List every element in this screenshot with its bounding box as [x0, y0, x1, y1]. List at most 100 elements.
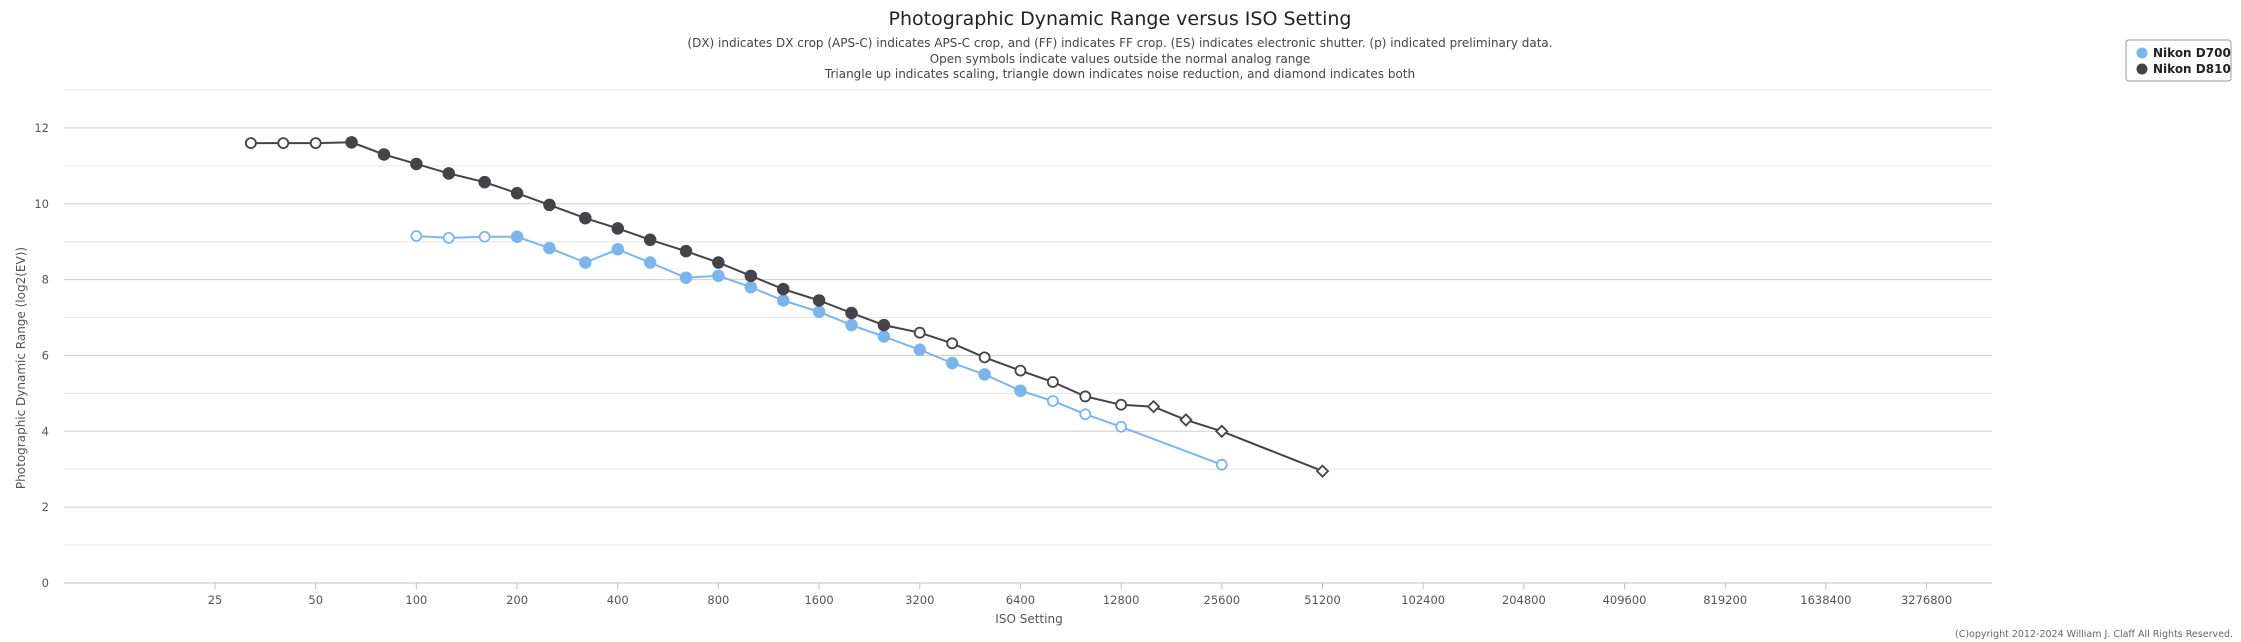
series-nikon-d810: [244, 136, 1330, 478]
data-point: [643, 256, 657, 269]
copyright-credit: (C)opyright 2012-2024 William J. Claff A…: [1955, 629, 2233, 640]
data-point: [579, 211, 592, 225]
x-tick-label: 3276800: [1901, 593, 1952, 607]
grid-lines: [64, 89, 1992, 546]
data-point: [679, 271, 693, 284]
legend-marker: [2136, 63, 2148, 75]
legend-box: [2125, 39, 2232, 82]
x-tick-label: 25: [208, 593, 223, 607]
data-point: [244, 137, 257, 149]
data-point: [946, 337, 959, 350]
legend: Nikon D700 Nikon D810: [2125, 39, 2232, 82]
x-tick-label: 50: [308, 593, 323, 607]
data-point: [442, 231, 455, 244]
data-point: [611, 222, 624, 235]
data-point: [510, 230, 524, 244]
series-nikon-d700: [410, 230, 1228, 471]
data-point: [442, 167, 456, 180]
data-point: [978, 351, 991, 364]
data-point: [1115, 398, 1128, 411]
data-point: [712, 269, 725, 283]
x-tick-label: 102400: [1401, 593, 1445, 607]
data-point: [510, 186, 524, 200]
data-point: [377, 148, 391, 161]
data-point: [1179, 413, 1193, 427]
data-point: [1079, 408, 1092, 421]
data-point: [1115, 420, 1128, 433]
data-point: [543, 241, 556, 255]
x-tick-label: 400: [607, 593, 629, 607]
data-point: [1146, 399, 1161, 414]
chart-title: Photographic Dynamic Range versus ISO Se…: [889, 8, 1352, 30]
data-point: [579, 256, 592, 269]
data-point: [478, 175, 491, 189]
x-tick-label: 6400: [1006, 593, 1035, 607]
x-axis-label: ISO Setting: [995, 612, 1062, 626]
data-point: [776, 282, 790, 296]
y-tick-label: 2: [42, 500, 49, 514]
chart-subtitle-line-3: Triangle up indicates scaling, triangle …: [824, 67, 1415, 81]
data-point: [945, 356, 959, 370]
data-point: [744, 280, 758, 294]
data-point: [1215, 424, 1229, 439]
data-point: [679, 244, 693, 258]
x-tick-label: 100: [405, 593, 427, 607]
x-axis-ticks: 25 50 100 200 400 800 1600 3200 6400 12800 25600 51…: [208, 583, 1952, 607]
data-point: [277, 137, 290, 149]
x-tick-label: 12800: [1103, 593, 1140, 607]
series-layer: [244, 136, 1330, 478]
data-point: [1014, 364, 1027, 377]
series-line: [416, 235, 1223, 466]
chart-subtitle-line-2: Open symbols indicate values outside the…: [930, 52, 1311, 66]
x-tick-label: 3200: [905, 593, 934, 607]
data-point: [877, 318, 891, 332]
x-tick-label: 819200: [1703, 593, 1747, 607]
x-tick-label: 409600: [1603, 593, 1647, 607]
y-tick-label: 12: [34, 121, 49, 135]
data-point: [1315, 464, 1330, 478]
data-point: [1046, 376, 1059, 388]
data-point: [712, 256, 725, 269]
data-point: [845, 318, 858, 332]
data-point: [845, 306, 858, 320]
data-point: [776, 294, 790, 307]
x-tick-label: 200: [506, 593, 528, 607]
data-point: [812, 294, 826, 307]
data-point: [913, 326, 926, 339]
x-tick-label: 51200: [1304, 593, 1341, 607]
data-point: [1215, 458, 1228, 471]
data-point: [478, 230, 491, 243]
y-tick-label: 0: [42, 576, 49, 590]
data-point: [1014, 384, 1027, 397]
legend-marker: [2136, 47, 2148, 59]
x-tick-label: 204800: [1502, 593, 1546, 607]
x-tick-label: 1638400: [1800, 593, 1851, 607]
data-point: [643, 233, 657, 247]
data-point: [877, 330, 891, 343]
x-tick-label: 800: [707, 593, 729, 607]
y-tick-label: 4: [42, 424, 49, 438]
data-point: [410, 157, 423, 171]
data-point: [543, 198, 556, 212]
y-tick-label: 8: [42, 273, 49, 287]
data-point: [410, 230, 423, 242]
data-point: [309, 137, 322, 149]
data-point: [812, 305, 826, 319]
x-tick-label: 1600: [804, 593, 833, 607]
y-axis-ticks: 0 2 4 6 8 10 12: [34, 121, 49, 590]
y-tick-label: 10: [34, 197, 49, 211]
data-point: [1079, 390, 1092, 403]
data-point: [345, 136, 358, 149]
y-tick-label: 6: [42, 348, 49, 362]
legend-label: Nikon D700: [2153, 46, 2231, 60]
y-axis-label: Photographic Dynamic Range (log2(EV)): [14, 247, 28, 489]
data-point: [978, 368, 991, 381]
x-tick-label: 25600: [1204, 593, 1241, 607]
data-point: [611, 243, 624, 256]
data-point: [1046, 395, 1059, 407]
series-line: [250, 141, 1323, 473]
chart-subtitle-line-1: (DX) indicates DX crop (APS-C) indicates…: [687, 36, 1552, 50]
data-point: [744, 269, 758, 283]
data-point: [913, 343, 927, 357]
